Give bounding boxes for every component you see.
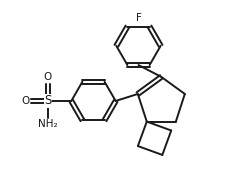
Text: S: S [44,95,52,108]
Text: F: F [135,13,142,23]
Text: O: O [21,96,29,106]
Text: O: O [44,72,52,82]
Text: NH₂: NH₂ [38,119,58,129]
